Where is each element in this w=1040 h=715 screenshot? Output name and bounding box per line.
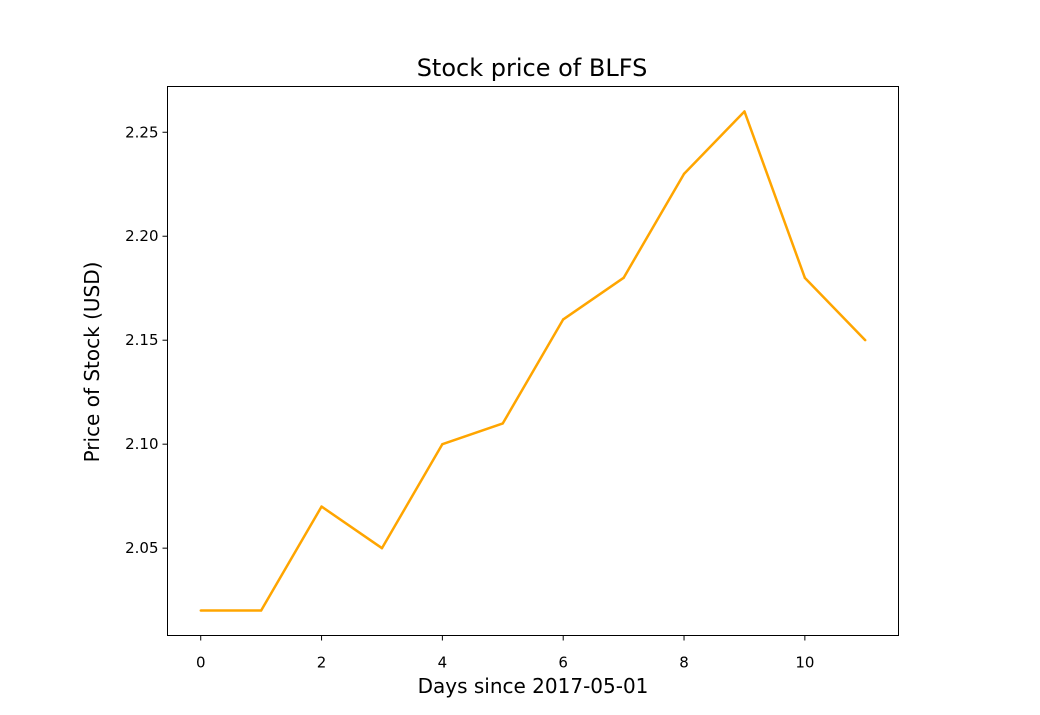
y-tick-label: 2.25 xyxy=(125,123,158,141)
data-point xyxy=(562,318,565,321)
data-point xyxy=(259,609,263,612)
x-tick-label: 8 xyxy=(679,654,689,672)
data-point xyxy=(743,110,746,113)
x-tick-label: 4 xyxy=(438,654,448,672)
data-point xyxy=(380,546,384,550)
x-axis-ticks: 0 2 4 6 8 10 xyxy=(196,635,814,672)
data-point xyxy=(441,442,444,446)
series-line xyxy=(200,110,867,612)
y-tick-label: 2.10 xyxy=(125,435,158,453)
y-axis-label: Price of Stock (USD) xyxy=(80,262,104,463)
series-group xyxy=(199,110,867,612)
plot-area-frame xyxy=(167,86,899,636)
y-tick-label: 2.20 xyxy=(125,227,158,245)
x-tick-label: 10 xyxy=(795,654,814,672)
data-point xyxy=(501,422,504,425)
y-tick-label: 2.15 xyxy=(125,331,158,349)
data-point xyxy=(803,276,807,280)
x-axis-label: Days since 2017-05-01 xyxy=(418,674,649,698)
data-point xyxy=(682,172,686,176)
x-tick-label: 2 xyxy=(317,654,327,672)
data-point xyxy=(622,276,625,280)
data-point xyxy=(320,505,323,508)
x-tick-label: 0 xyxy=(196,654,206,672)
x-tick-label: 6 xyxy=(558,654,568,672)
chart-title: Stock price of BLFS xyxy=(417,54,648,82)
data-point xyxy=(199,609,202,612)
y-tick-label: 2.05 xyxy=(125,539,158,557)
data-point xyxy=(864,339,867,342)
y-axis-ticks: 2.05 2.10 2.15 2.20 2.25 xyxy=(125,123,168,557)
